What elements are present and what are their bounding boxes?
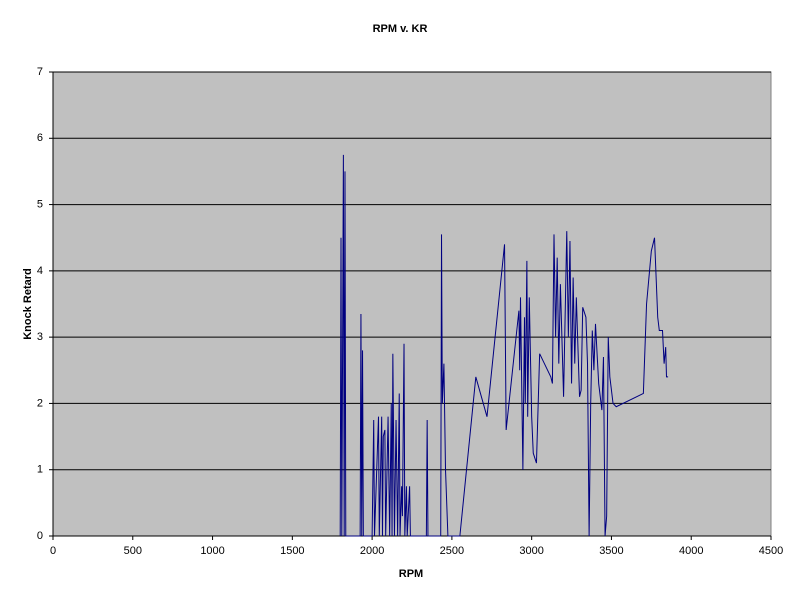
- x-axis-label: RPM: [399, 568, 423, 580]
- plot-area: [52, 71, 772, 537]
- x-tick-label: 4000: [679, 545, 703, 557]
- x-tick-label: 4500: [759, 545, 783, 557]
- x-tick-label: 500: [124, 545, 142, 557]
- y-tick-label: 3: [37, 331, 43, 343]
- y-tick-label: 2: [37, 397, 43, 409]
- y-tick-label: 0: [37, 530, 43, 542]
- y-tick-label: 5: [37, 198, 43, 210]
- y-tick-label: 1: [37, 464, 43, 476]
- chart-title: RPM v. KR: [373, 23, 428, 35]
- x-tick-label: 1000: [200, 545, 224, 557]
- x-tick-label: 1500: [280, 545, 304, 557]
- x-tick-label: 0: [50, 545, 56, 557]
- y-axis-label: Knock Retard: [22, 268, 34, 340]
- x-tick-label: 3500: [599, 545, 623, 557]
- x-tick-label: 2500: [440, 545, 464, 557]
- y-tick-label: 7: [37, 66, 43, 78]
- x-tick-label: 2000: [360, 545, 384, 557]
- data-line: [339, 154, 669, 537]
- x-tick-label: 3000: [519, 545, 543, 557]
- y-tick-label: 6: [37, 132, 43, 144]
- y-tick-label: 4: [37, 265, 43, 277]
